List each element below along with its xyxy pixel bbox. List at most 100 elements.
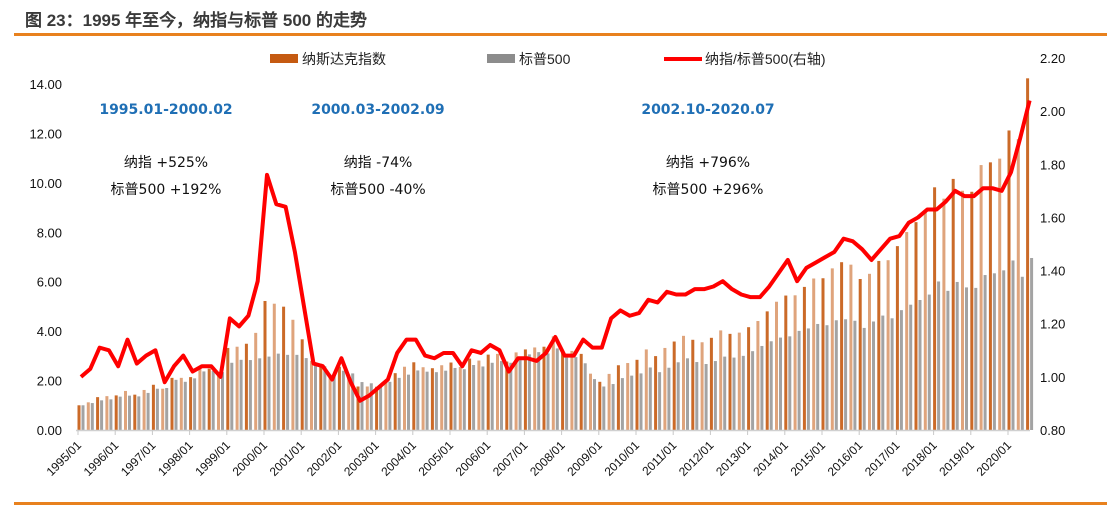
sp500-bar <box>974 287 978 430</box>
sp500-bar <box>379 385 383 430</box>
nasdaq-bar <box>505 361 509 430</box>
sp500-bar <box>583 363 587 430</box>
x-tick-label: 1998/01 <box>155 438 196 479</box>
legend-label-ratio: 纳指/标普500(右轴) <box>705 51 826 67</box>
sp500-bar <box>546 353 550 430</box>
sp500-bar <box>453 367 457 430</box>
annotation-period-3: 2002.10-2020.07 <box>641 102 774 118</box>
nasdaq-bar <box>226 347 230 430</box>
x-tick-label: 2007/01 <box>490 438 531 479</box>
x-tick-label: 2006/01 <box>453 438 494 479</box>
sp500-bar <box>90 403 94 430</box>
nasdaq-bar <box>179 377 183 430</box>
sp500-bar <box>927 294 931 430</box>
nasdaq-bar <box>914 222 918 430</box>
nasdaq-bar <box>235 346 239 430</box>
x-tick-label: 2009/01 <box>564 438 605 479</box>
x-tick-label: 2001/01 <box>267 438 308 479</box>
sp500-bar <box>369 383 373 430</box>
x-tick-label: 1995/01 <box>44 438 85 479</box>
sp500-bar <box>518 357 522 430</box>
right-axis-tick-label: 2.20 <box>1040 51 1065 66</box>
sp500-bar <box>667 367 671 430</box>
x-tick-label: 2014/01 <box>750 438 791 479</box>
sp500-bar <box>509 362 513 430</box>
sp500-bar <box>788 336 792 430</box>
nasdaq-bar <box>393 373 397 430</box>
nasdaq-bar <box>375 386 379 430</box>
sp500-bar <box>211 370 215 430</box>
nasdaq-bar <box>598 381 602 430</box>
x-tick-label: 2005/01 <box>416 438 457 479</box>
sp500-bar <box>174 379 178 430</box>
sp500-bar <box>481 366 485 430</box>
sp500-bar <box>732 357 736 430</box>
nasdaq-bar <box>430 368 434 430</box>
sp500-bar <box>100 400 104 430</box>
nasdaq-bar <box>412 362 416 430</box>
sp500-bar <box>658 372 662 430</box>
nasdaq-bar <box>1007 130 1011 430</box>
nasdaq-bar <box>719 330 723 430</box>
right-axis-tick-label: 2.00 <box>1040 104 1065 119</box>
sp500-bar <box>444 370 448 430</box>
sp500-bar <box>779 337 782 430</box>
sp500-bar <box>193 378 197 430</box>
sp500-bar <box>741 355 745 430</box>
x-tick-label: 1996/01 <box>81 438 122 479</box>
x-tick-label: 2018/01 <box>899 438 940 479</box>
nasdaq-bar <box>114 395 118 430</box>
sp500-bar <box>332 374 336 430</box>
x-tick-label: 1997/01 <box>118 438 159 479</box>
annotation-sp500-2: 标普500 -40% <box>330 182 425 198</box>
sp500-bar <box>602 386 606 430</box>
nasdaq-bar <box>449 362 453 430</box>
nasdaq-bar <box>207 368 211 430</box>
nasdaq-bar <box>384 382 388 430</box>
nasdaq-bar <box>477 360 481 430</box>
nasdaq-bar <box>542 346 546 430</box>
nasdaq-bar <box>775 301 778 430</box>
x-tick-label: 2011/01 <box>639 438 679 478</box>
nasdaq-bar <box>979 165 983 430</box>
nasdaq-bar <box>821 278 825 430</box>
sp500-bar <box>965 287 968 430</box>
sp500-bar <box>258 358 262 430</box>
nasdaq-bar <box>933 187 937 430</box>
sp500-bar <box>407 374 410 430</box>
sp500-bar <box>816 323 820 430</box>
x-tick-label: 2004/01 <box>378 438 419 479</box>
sp500-bar <box>416 370 420 430</box>
sp500-bar <box>1011 260 1015 430</box>
nasdaq-bar <box>802 286 806 430</box>
nasdaq-bar <box>849 264 853 430</box>
sp500-bar <box>537 352 541 430</box>
sp500-bar <box>760 345 764 430</box>
nasdaq-bar <box>635 359 639 430</box>
nasdaq-bar <box>421 367 425 430</box>
nasdaq-bar <box>328 374 332 430</box>
sp500-bar <box>314 364 317 430</box>
sp500-bar <box>1030 257 1034 430</box>
nasdaq-bar <box>644 349 648 430</box>
nasdaq-bar <box>77 405 81 430</box>
sp500-bar <box>146 392 150 430</box>
x-tick-label: 2008/01 <box>527 438 568 479</box>
nasdaq-bar <box>942 198 946 430</box>
sp500-bar <box>1002 270 1006 430</box>
sp500-bar <box>500 361 503 430</box>
nasdaq-bar <box>895 246 899 430</box>
nasdaq-bar <box>905 232 909 430</box>
nasdaq-bar <box>142 389 146 430</box>
nasdaq-bar <box>347 374 351 430</box>
nasdaq-bar <box>700 342 704 430</box>
nasdaq-bar <box>551 336 555 430</box>
legend-swatch-nasdaq <box>270 54 298 63</box>
sp500-bar <box>295 354 299 430</box>
sp500-bar <box>276 353 280 430</box>
sp500-bar <box>221 372 224 430</box>
nasdaq-bar <box>682 335 685 430</box>
x-tick-label: 2015/01 <box>788 438 829 479</box>
sp500-bar <box>286 354 290 430</box>
